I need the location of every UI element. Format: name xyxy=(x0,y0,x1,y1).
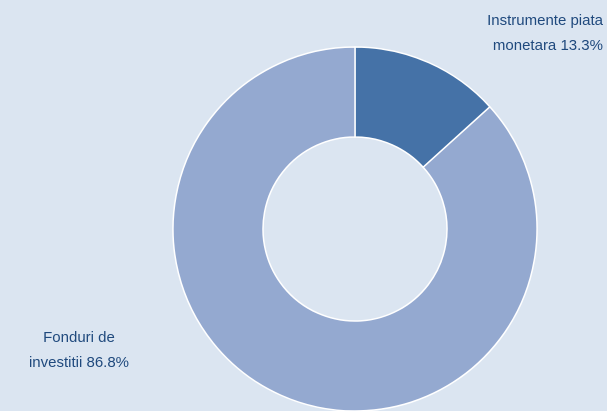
value-label: 13.3% xyxy=(560,37,603,54)
slice xyxy=(172,46,538,411)
category-label: Fonduri de investitii xyxy=(28,329,115,371)
slice-label: Fonduri de investitii 86.8% xyxy=(18,325,140,375)
slice-label: Instrumente piata monetara 13.3% xyxy=(453,8,603,58)
category-label: Instrumente piata monetara xyxy=(487,12,603,54)
value-label: 86.8% xyxy=(86,354,130,371)
